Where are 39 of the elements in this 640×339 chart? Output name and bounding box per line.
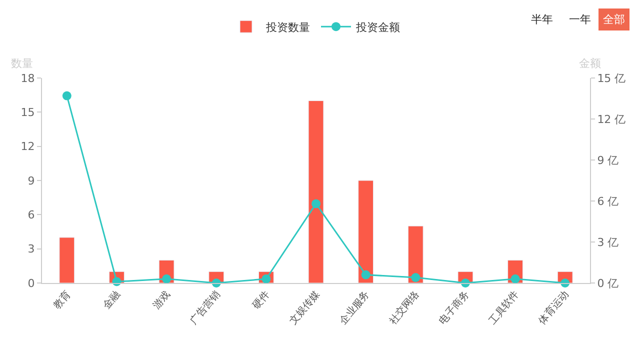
y2-tick-label: 3 亿 xyxy=(597,236,619,249)
x-tick-label: 电子商务 xyxy=(436,288,472,327)
y2-tick-label: 6 亿 xyxy=(597,194,619,208)
bar xyxy=(308,100,324,283)
y-tick-label: 15 xyxy=(20,106,35,120)
y-tick-label: 6 xyxy=(28,208,35,222)
bar xyxy=(408,226,424,283)
x-tick-label: 体育运动 xyxy=(536,288,572,327)
y-tick-label: 9 xyxy=(28,174,35,188)
bar xyxy=(358,180,374,283)
point xyxy=(312,199,320,208)
x-tick-label: 硬件 xyxy=(251,289,272,312)
x-tick-label: 广告营销 xyxy=(188,288,222,327)
y-tick-label: 3 xyxy=(28,242,35,256)
y2-tick-label: 0 亿 xyxy=(597,276,619,290)
x-tick-label: 文娱传媒 xyxy=(287,288,322,327)
x-tick-label: 教育 xyxy=(50,288,74,312)
point xyxy=(62,91,72,100)
x-tick-label: 企业服务 xyxy=(337,288,372,327)
text: 半年 xyxy=(531,13,553,26)
y-tick-label: 0 xyxy=(28,276,35,290)
y2-tick-label: 12 亿 xyxy=(597,112,626,126)
y2-tick-label: 15 亿 xyxy=(597,72,626,85)
point xyxy=(361,270,370,280)
x-tick-label: 金融 xyxy=(100,288,123,312)
y2-tick-label: 9 亿 xyxy=(597,154,619,167)
legend-label: 投资金额 xyxy=(355,20,400,34)
text: 一年 xyxy=(569,13,591,26)
text: 全部 xyxy=(603,13,625,26)
y-tick-label: 12 xyxy=(20,140,35,154)
point xyxy=(411,273,420,282)
y-tick-label: 18 xyxy=(20,72,35,85)
x-tick-label: 工具软件 xyxy=(486,288,522,327)
bar xyxy=(59,237,75,283)
x-tick-label: 游戏 xyxy=(150,288,173,312)
legend-label: 投资数量 xyxy=(265,20,310,34)
x-tick-label: 社交网络 xyxy=(386,288,422,327)
point xyxy=(162,274,172,284)
point xyxy=(510,274,520,284)
